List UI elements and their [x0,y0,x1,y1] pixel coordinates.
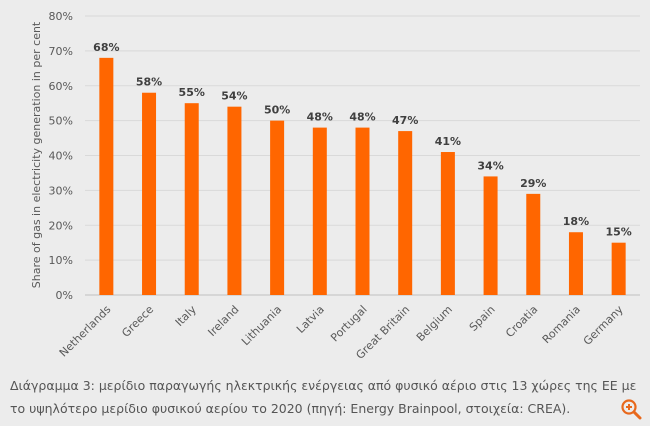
data-label: 41% [435,135,461,148]
data-label: 55% [179,86,205,99]
category-label: Netherlands [57,303,114,360]
data-label: 68% [93,41,119,54]
data-label: 47% [392,114,418,127]
y-tick-label: 80% [49,10,73,23]
bar-latvia [312,127,327,295]
y-tick-label: 30% [49,184,73,197]
bar-croatia [526,193,541,295]
data-label: 18% [563,215,589,228]
category-label: Latvia [294,303,327,336]
data-label: 48% [307,111,333,124]
bar-belgium [440,152,455,295]
y-axis-ticks: 0% 10% 20% 30% 40% 50% 60% 70% 80% [49,10,73,302]
category-label: Lithuania [239,303,284,348]
y-tick-label: 40% [49,150,73,163]
data-label: 34% [477,159,503,172]
category-label: Italy [173,303,199,329]
chart-caption: Διάγραμμα 3: μερίδιο παραγωγής ηλεκτρική… [10,378,637,416]
bar-portugal [355,127,370,295]
zoom-in-button[interactable] [620,398,642,420]
bar-spain [483,176,498,295]
category-label: Romania [540,303,583,346]
bars [99,57,626,295]
y-tick-label: 20% [49,219,73,232]
zoom-in-icon [621,399,642,420]
y-axis-title: Share of gas in electricity generation i… [30,21,43,288]
bar-germany [611,242,626,295]
y-tick-label: 50% [49,115,73,128]
bar-netherlands [99,57,114,295]
data-label: 48% [349,111,375,124]
data-label: 50% [264,104,290,117]
category-label: Croatia [503,303,540,340]
data-labels: 68% 58% 55% 54% 50% 48% 48% 47% 41% 34% 29% 18% 15% [93,41,632,239]
y-tick-label: 0% [56,289,73,302]
category-label: Spain [467,303,498,334]
y-tick-label: 70% [49,45,73,58]
bar-chart: 0% 10% 20% 30% 40% 50% 60% 70% 80% 68% 58% 55% 54% 5… [30,10,640,362]
category-label: Ireland [205,303,241,339]
data-label: 15% [605,226,631,239]
y-tick-label: 10% [49,254,73,267]
data-label: 54% [221,90,247,103]
y-tick-label: 60% [49,80,73,93]
category-label: Belgium [414,303,455,344]
bar-lithuania [270,120,285,295]
data-label: 29% [520,177,546,190]
bar-greece [142,92,157,295]
category-label: Portugal [328,303,369,344]
data-label: 58% [136,76,162,89]
category-label: Greece [119,303,156,340]
bar-romania [568,232,583,295]
category-label: Germany [581,303,626,348]
bar-italy [184,103,199,295]
bar-great-britain [398,131,413,295]
bar-ireland [227,106,242,295]
